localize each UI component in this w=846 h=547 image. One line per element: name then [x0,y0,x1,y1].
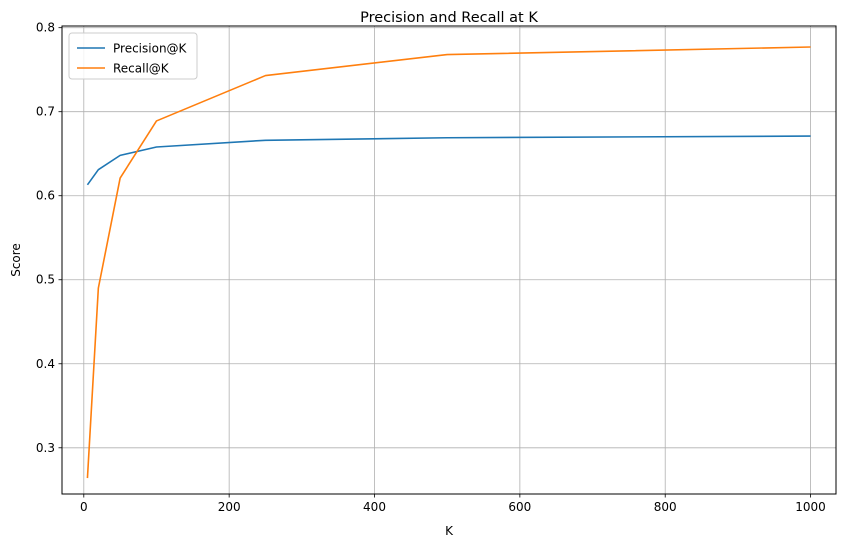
series-line-1 [86,46,811,479]
x-tick-label: 200 [218,500,241,514]
x-tick-label: 600 [508,500,531,514]
plot-frame [61,25,837,495]
y-tick-label: 0.8 [36,21,55,35]
y-tick-label: 0.4 [36,357,55,371]
x-tick-label: 800 [654,500,677,514]
y-axis-label: Score [9,243,23,277]
y-tick-label: 0.3 [36,441,55,455]
x-axis-ticks: 0 200 400 600 800 1000 [80,494,826,514]
x-tick-label: 400 [363,500,386,514]
y-tick-label: 0.5 [36,273,55,287]
legend-label: Precision@K [113,42,188,56]
x-tick-label: 1000 [795,500,826,514]
y-tick-label: 0.6 [36,189,55,203]
grid [62,26,836,494]
x-tick-label: 0 [80,500,88,514]
series-group [86,46,811,479]
legend-label: Recall@K [113,62,170,76]
y-tick-label: 0.7 [36,105,55,119]
x-axis-label: K [445,524,454,538]
series-line-0 [86,135,811,186]
legend: Precision@K Recall@K [68,32,198,80]
y-axis-ticks: 0.3 0.4 0.5 0.6 0.7 0.8 [36,21,62,455]
chart-title: Precision and Recall at K [360,10,538,26]
